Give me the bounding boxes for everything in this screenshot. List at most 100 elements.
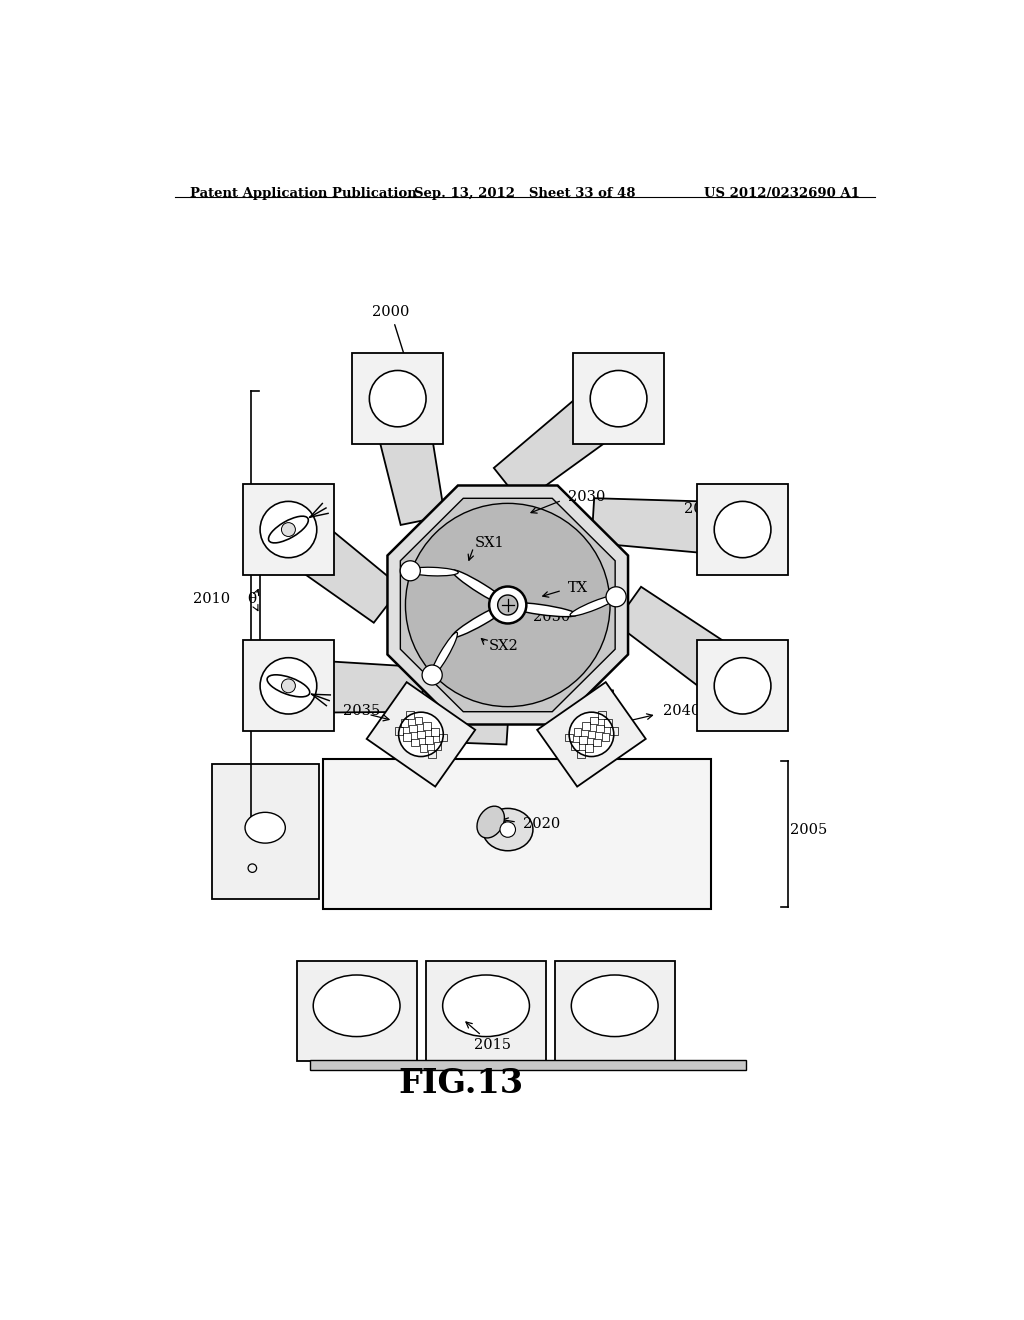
Ellipse shape bbox=[430, 632, 458, 677]
Ellipse shape bbox=[267, 675, 309, 697]
Bar bbox=[426, 961, 546, 1061]
Text: 2050: 2050 bbox=[532, 610, 569, 623]
Bar bbox=[431, 729, 439, 735]
Polygon shape bbox=[367, 682, 475, 787]
Ellipse shape bbox=[570, 595, 620, 616]
Polygon shape bbox=[538, 682, 646, 787]
Circle shape bbox=[714, 657, 771, 714]
Bar bbox=[297, 961, 417, 1061]
Polygon shape bbox=[272, 508, 401, 623]
Polygon shape bbox=[371, 393, 444, 525]
Bar bbox=[243, 484, 334, 576]
Text: 2030: 2030 bbox=[568, 490, 605, 504]
Polygon shape bbox=[387, 486, 628, 725]
Circle shape bbox=[498, 595, 518, 615]
Ellipse shape bbox=[477, 807, 505, 838]
Bar bbox=[582, 722, 590, 730]
Text: 2020: 2020 bbox=[523, 817, 560, 832]
Circle shape bbox=[282, 678, 295, 693]
Text: 2040: 2040 bbox=[663, 705, 700, 718]
Polygon shape bbox=[400, 498, 615, 711]
Polygon shape bbox=[494, 378, 636, 503]
Text: 1502: 1502 bbox=[270, 677, 307, 690]
Polygon shape bbox=[615, 587, 759, 708]
Text: 2075: 2075 bbox=[684, 502, 722, 516]
Text: 1501: 1501 bbox=[270, 504, 307, 517]
Ellipse shape bbox=[313, 975, 400, 1036]
Ellipse shape bbox=[245, 812, 286, 843]
Text: 2035: 2035 bbox=[343, 705, 381, 718]
Ellipse shape bbox=[268, 516, 308, 543]
Text: Patent Application Publication: Patent Application Publication bbox=[190, 187, 417, 199]
Bar bbox=[573, 729, 582, 735]
Ellipse shape bbox=[571, 975, 658, 1036]
Polygon shape bbox=[592, 498, 744, 557]
Circle shape bbox=[282, 523, 295, 536]
Bar bbox=[697, 484, 788, 576]
Circle shape bbox=[406, 503, 610, 706]
Circle shape bbox=[400, 561, 420, 581]
Text: θ: θ bbox=[248, 591, 257, 606]
Polygon shape bbox=[420, 697, 509, 744]
Ellipse shape bbox=[452, 570, 511, 607]
Bar bbox=[585, 744, 593, 752]
Bar bbox=[439, 734, 447, 742]
Circle shape bbox=[606, 587, 626, 607]
Bar bbox=[571, 742, 579, 750]
Circle shape bbox=[398, 713, 443, 756]
Bar bbox=[590, 717, 598, 725]
Text: 2005: 2005 bbox=[790, 822, 827, 837]
Bar bbox=[598, 711, 606, 718]
Ellipse shape bbox=[408, 568, 459, 576]
Bar bbox=[555, 961, 675, 1061]
Text: FIG.13: FIG.13 bbox=[398, 1067, 524, 1100]
Bar bbox=[420, 744, 427, 752]
Text: 2000: 2000 bbox=[372, 305, 419, 397]
Bar bbox=[409, 725, 417, 733]
Circle shape bbox=[489, 586, 526, 623]
Bar bbox=[425, 737, 433, 744]
Circle shape bbox=[590, 371, 647, 426]
Bar bbox=[433, 742, 441, 750]
Circle shape bbox=[500, 822, 515, 837]
Bar bbox=[400, 719, 409, 727]
Bar bbox=[310, 1060, 745, 1071]
Circle shape bbox=[422, 665, 442, 685]
Bar bbox=[572, 354, 665, 444]
Circle shape bbox=[569, 713, 613, 756]
Ellipse shape bbox=[452, 602, 511, 638]
Bar bbox=[423, 722, 431, 730]
Bar bbox=[593, 739, 601, 746]
Text: 2015: 2015 bbox=[466, 1022, 511, 1052]
Text: SX1: SX1 bbox=[474, 536, 504, 550]
Circle shape bbox=[260, 657, 316, 714]
Bar bbox=[588, 730, 595, 738]
Bar bbox=[415, 717, 422, 725]
Ellipse shape bbox=[482, 808, 532, 851]
Circle shape bbox=[714, 502, 771, 558]
Bar bbox=[407, 711, 414, 718]
Text: TX: TX bbox=[568, 581, 589, 595]
Text: SX2: SX2 bbox=[488, 639, 518, 653]
Bar bbox=[412, 739, 419, 746]
Bar bbox=[604, 719, 611, 727]
Bar bbox=[212, 764, 318, 899]
Bar bbox=[395, 727, 402, 735]
Bar bbox=[610, 727, 617, 735]
Bar bbox=[697, 640, 788, 731]
Bar bbox=[565, 734, 573, 742]
Text: US 2012/0232690 A1: US 2012/0232690 A1 bbox=[703, 187, 859, 199]
Text: Sep. 13, 2012   Sheet 33 of 48: Sep. 13, 2012 Sheet 33 of 48 bbox=[414, 187, 636, 199]
Circle shape bbox=[260, 502, 316, 558]
Bar bbox=[324, 759, 711, 909]
Bar bbox=[417, 730, 425, 738]
Bar bbox=[403, 733, 411, 741]
Bar bbox=[602, 733, 609, 741]
Ellipse shape bbox=[442, 975, 529, 1036]
Polygon shape bbox=[288, 659, 423, 713]
Bar bbox=[352, 354, 443, 444]
Bar bbox=[243, 640, 334, 731]
Bar bbox=[428, 750, 435, 758]
Bar bbox=[577, 750, 585, 758]
Circle shape bbox=[370, 371, 426, 426]
